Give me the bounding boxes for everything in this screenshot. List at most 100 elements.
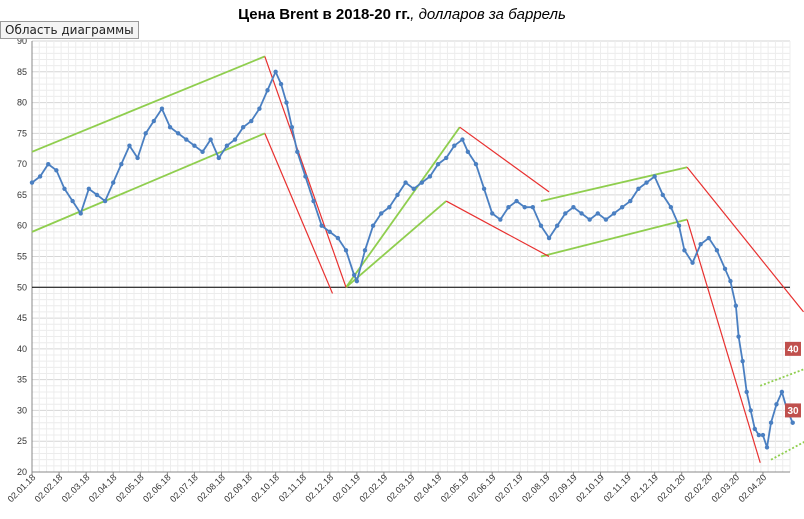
data-point[interactable] bbox=[257, 106, 262, 111]
data-point[interactable] bbox=[722, 266, 728, 272]
data-point[interactable] bbox=[335, 235, 341, 241]
data-point[interactable] bbox=[175, 131, 181, 136]
data-point[interactable] bbox=[752, 426, 758, 432]
data-point[interactable] bbox=[690, 260, 695, 265]
data-point[interactable] bbox=[289, 125, 295, 130]
data-point[interactable] bbox=[481, 186, 487, 191]
data-point[interactable] bbox=[265, 88, 270, 93]
data-point[interactable] bbox=[530, 205, 536, 210]
data-point[interactable] bbox=[395, 192, 400, 198]
data-point[interactable] bbox=[327, 229, 332, 235]
data-point[interactable] bbox=[86, 186, 92, 191]
data-point[interactable] bbox=[303, 174, 308, 179]
data-point[interactable] bbox=[490, 211, 495, 216]
data-point[interactable] bbox=[111, 180, 116, 185]
data-point[interactable] bbox=[498, 217, 503, 222]
data-point[interactable] bbox=[319, 223, 324, 228]
data-point[interactable] bbox=[452, 143, 457, 148]
data-point[interactable] bbox=[682, 248, 687, 253]
data-point[interactable] bbox=[473, 161, 479, 167]
data-point[interactable] bbox=[184, 137, 189, 142]
data-point[interactable] bbox=[311, 198, 316, 204]
data-point[interactable] bbox=[94, 192, 100, 198]
data-point[interactable] bbox=[232, 137, 238, 142]
data-point[interactable] bbox=[698, 241, 703, 247]
data-point[interactable] bbox=[37, 174, 43, 179]
data-point[interactable] bbox=[538, 223, 544, 228]
data-point[interactable] bbox=[62, 186, 67, 191]
data-point[interactable] bbox=[579, 211, 584, 216]
data-point[interactable] bbox=[167, 125, 173, 130]
data-point[interactable] bbox=[603, 217, 609, 222]
data-point[interactable] bbox=[522, 205, 527, 210]
data-point[interactable] bbox=[554, 223, 560, 228]
data-point[interactable] bbox=[768, 420, 774, 425]
data-point[interactable] bbox=[29, 180, 35, 185]
data-point[interactable] bbox=[744, 389, 749, 395]
data-point[interactable] bbox=[728, 278, 733, 284]
data-point[interactable] bbox=[70, 198, 75, 204]
data-point[interactable] bbox=[192, 143, 197, 148]
data-point[interactable] bbox=[151, 118, 157, 124]
data-point[interactable] bbox=[644, 180, 649, 185]
data-point[interactable] bbox=[240, 125, 246, 130]
data-point[interactable] bbox=[278, 81, 284, 87]
data-point[interactable] bbox=[706, 235, 711, 241]
data-point[interactable] bbox=[764, 445, 770, 450]
data-point[interactable] bbox=[740, 358, 745, 364]
data-point[interactable] bbox=[159, 106, 165, 111]
data-point[interactable] bbox=[284, 100, 289, 105]
data-point[interactable] bbox=[676, 223, 682, 228]
data-point[interactable] bbox=[362, 248, 368, 253]
data-point[interactable] bbox=[748, 408, 753, 413]
data-point[interactable] bbox=[628, 198, 633, 204]
data-point[interactable] bbox=[249, 118, 254, 124]
data-point[interactable] bbox=[571, 205, 576, 210]
data-point[interactable] bbox=[419, 180, 425, 185]
data-point[interactable] bbox=[460, 137, 465, 142]
data-point[interactable] bbox=[78, 211, 83, 216]
data-point[interactable] bbox=[343, 248, 349, 253]
data-point[interactable] bbox=[224, 143, 230, 148]
data-point[interactable] bbox=[354, 278, 360, 284]
data-point[interactable] bbox=[563, 211, 568, 216]
data-point[interactable] bbox=[135, 155, 140, 161]
data-point[interactable] bbox=[636, 186, 641, 191]
data-point[interactable] bbox=[779, 389, 785, 395]
data-point[interactable] bbox=[760, 432, 766, 438]
data-point[interactable] bbox=[102, 198, 108, 204]
data-point[interactable] bbox=[127, 143, 132, 148]
series-line[interactable] bbox=[31, 69, 794, 448]
data-point[interactable] bbox=[46, 161, 51, 167]
data-point[interactable] bbox=[736, 334, 741, 339]
data-point[interactable] bbox=[506, 205, 511, 210]
data-point[interactable] bbox=[668, 205, 674, 210]
data-point[interactable] bbox=[714, 248, 720, 253]
data-point[interactable] bbox=[774, 402, 779, 407]
data-point[interactable] bbox=[443, 155, 449, 161]
data-point[interactable] bbox=[143, 131, 148, 136]
data-point[interactable] bbox=[514, 198, 519, 204]
data-point[interactable] bbox=[273, 69, 278, 74]
data-point[interactable] bbox=[379, 211, 384, 216]
data-point[interactable] bbox=[595, 211, 600, 216]
data-point[interactable] bbox=[403, 180, 408, 185]
data-point[interactable] bbox=[411, 186, 416, 191]
data-point[interactable] bbox=[587, 217, 592, 222]
data-point[interactable] bbox=[370, 223, 376, 228]
data-point[interactable] bbox=[756, 432, 762, 438]
data-point[interactable] bbox=[208, 137, 213, 142]
data-point[interactable] bbox=[54, 168, 59, 173]
data-point[interactable] bbox=[351, 272, 357, 278]
data-point[interactable] bbox=[200, 149, 205, 155]
data-point[interactable] bbox=[660, 192, 665, 198]
data-point[interactable] bbox=[465, 149, 471, 155]
data-point[interactable] bbox=[295, 149, 300, 155]
data-point[interactable] bbox=[435, 161, 441, 167]
data-point[interactable] bbox=[546, 235, 552, 241]
data-point[interactable] bbox=[652, 174, 657, 179]
data-point[interactable] bbox=[611, 211, 617, 216]
data-point[interactable] bbox=[427, 174, 433, 179]
data-point[interactable] bbox=[216, 155, 221, 161]
